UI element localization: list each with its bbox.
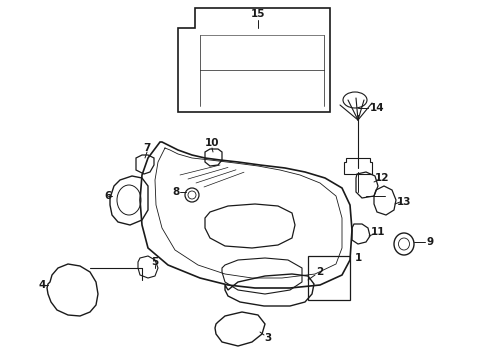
Text: 4: 4 xyxy=(38,280,46,290)
Text: 11: 11 xyxy=(371,227,385,237)
Text: 6: 6 xyxy=(104,191,112,201)
Text: 9: 9 xyxy=(426,237,434,247)
Text: 13: 13 xyxy=(397,197,411,207)
Text: 1: 1 xyxy=(354,253,362,263)
Text: 15: 15 xyxy=(251,9,265,19)
Text: 8: 8 xyxy=(172,187,180,197)
Text: 10: 10 xyxy=(205,138,219,148)
Text: 7: 7 xyxy=(143,143,151,153)
Text: 5: 5 xyxy=(151,257,159,267)
Text: 14: 14 xyxy=(369,103,384,113)
Text: 3: 3 xyxy=(265,333,271,343)
Text: 12: 12 xyxy=(375,173,389,183)
Text: 2: 2 xyxy=(317,267,323,277)
